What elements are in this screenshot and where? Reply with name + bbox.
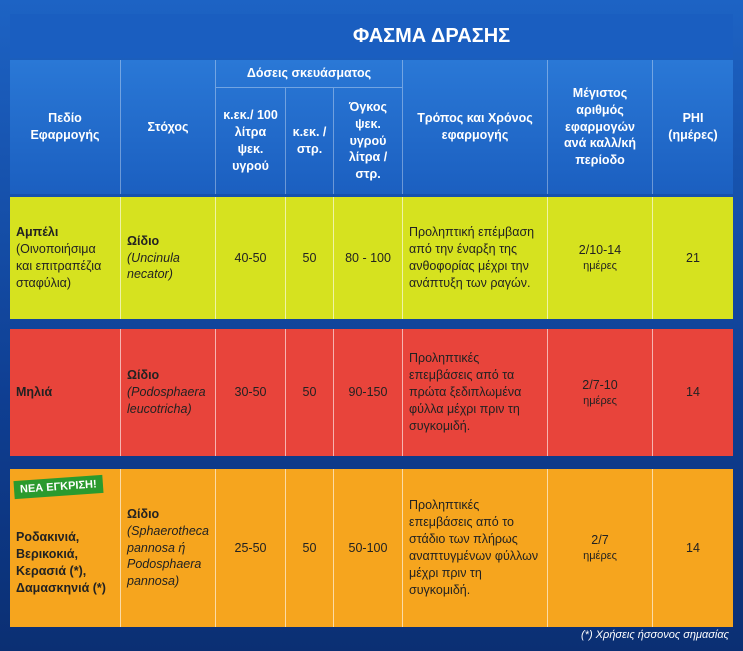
field-name: Αμπέλι [16, 225, 59, 240]
table-cell: Προληπτικές επεμβάσεις από τα πρώτα ξεδι… [402, 329, 547, 456]
dose: 40-50 [234, 250, 267, 265]
header-cell: κ.εκ. /στρ. [285, 88, 333, 194]
phi: 21 [686, 250, 700, 265]
header-cell: Τρόπος και Χρόνος εφαρμογής [402, 60, 547, 194]
target-name: Ωίδιο [127, 506, 160, 521]
table-cell: Ωίδιο (Sphaerotheca pannosa ή Podosphaera… [120, 469, 215, 627]
table-cell: Μηλιά [10, 329, 120, 456]
method: Προληπτικές επεμβάσεις από το στάδιο των… [409, 498, 539, 597]
table-cell: 50-100 [333, 469, 402, 627]
table-row: Αμπέλι (Οινοποιήσιμα και επιτραπέζια σταφ… [10, 197, 733, 319]
title: ΦΑΣΜΑ ΔΡΑΣΗΣ [10, 14, 733, 58]
table-cell: 21 [652, 197, 733, 319]
header-cell: Όγκος ψεκ. υγρού λίτρα / στρ. [333, 88, 402, 194]
table-cell: Αμπέλι (Οινοποιήσιμα και επιτραπέζια σταφ… [10, 197, 120, 319]
interval-unit: ημέρες [583, 394, 617, 407]
table-cell: Προληπτικές επεμβάσεις από το στάδιο των… [402, 469, 547, 627]
phi: 14 [686, 540, 700, 555]
target-name: Ωίδιο [127, 233, 160, 248]
target-latin: (Sphaerotheca pannosa ή Podosphaera pann… [127, 523, 210, 589]
method: Προληπτικές επεμβάσεις από τα πρώτα ξεδι… [409, 351, 522, 433]
dose: 50-100 [348, 540, 388, 555]
table-cell: 2/7 ημέρες [547, 469, 652, 627]
table-cell: 30-50 [215, 329, 285, 456]
target-latin: (Uncinula necator) [127, 250, 180, 282]
interval-unit: ημέρες [583, 260, 617, 273]
max-applications: 2/7-10 [582, 377, 618, 392]
table-cell: 80 - 100 [333, 197, 402, 319]
dose: 30-50 [234, 385, 267, 400]
table-cell: 2/10-14 ημέρες [547, 197, 652, 319]
table-cell: 40-50 [215, 197, 285, 319]
dose: 80 - 100 [345, 250, 391, 265]
header-cell: Δόσεις σκευάσματος [215, 60, 402, 88]
target-name: Ωίδιο [127, 368, 160, 383]
table-header: Πεδίο Εφαρμογής Στόχος Δόσεις σκευάσματο… [10, 60, 733, 194]
header-cell: PHI (ημέρες) [652, 60, 733, 194]
field-name: Ροδακινιά, Βερικοκιά, Κερασιά (*), Δαμασ… [16, 530, 106, 595]
dose: 50 [302, 250, 317, 265]
table-cell: 25-50 [215, 469, 285, 627]
phi: 14 [686, 385, 700, 400]
max-applications: 2/7 [591, 533, 609, 548]
table-cell: 2/7-10 ημέρες [547, 329, 652, 456]
max-applications: 2/10-14 [578, 243, 622, 258]
table-row: Μηλιά Ωίδιο (Podosphaera leucotricha) 30-50… [10, 329, 733, 456]
dose: 90-150 [348, 385, 388, 400]
table-cell: 50 [285, 329, 333, 456]
table-cell: 50 [285, 469, 333, 627]
header-cell: Μέγιστος αριθμός εφαρμογών ανά καλλ/κή π… [547, 60, 652, 194]
dose: 50 [302, 385, 317, 400]
header-cell: Στόχος [120, 60, 215, 194]
table-cell: Ωίδιο (Podosphaera leucotricha) [120, 329, 215, 456]
table-cell: Ωίδιο (Uncinula necator) [120, 197, 215, 319]
field-note: (Οινοποιήσιμα και επιτραπέζια σταφύλια) [16, 242, 102, 290]
field-name: Μηλιά [16, 385, 53, 400]
table-cell: 50 [285, 197, 333, 319]
table-cell: 90-150 [333, 329, 402, 456]
table-row: Ροδακινιά, Βερικοκιά, Κερασιά (*), Δαμασ… [10, 469, 733, 627]
target-latin: (Podosphaera leucotricha) [127, 385, 206, 416]
method: Προληπτική επέμβαση από την έναρξη της α… [409, 225, 535, 290]
interval-unit: ημέρες [583, 550, 617, 563]
header-cell: κ.εκ./ 100 λίτρα ψεκ. υγρού [215, 88, 285, 194]
header-cell: Πεδίο Εφαρμογής [30, 111, 100, 142]
dose: 25-50 [234, 540, 267, 555]
table-cell: 14 [652, 329, 733, 456]
table-cell: 14 [652, 469, 733, 627]
table-cell: Προληπτική επέμβαση από την έναρξη της α… [402, 197, 547, 319]
dose: 50 [302, 540, 317, 555]
footnote: (*) Χρήσεις ήσσονος σημασίας [581, 629, 729, 641]
table-cell: Ροδακινιά, Βερικοκιά, Κερασιά (*), Δαμασ… [10, 469, 120, 627]
